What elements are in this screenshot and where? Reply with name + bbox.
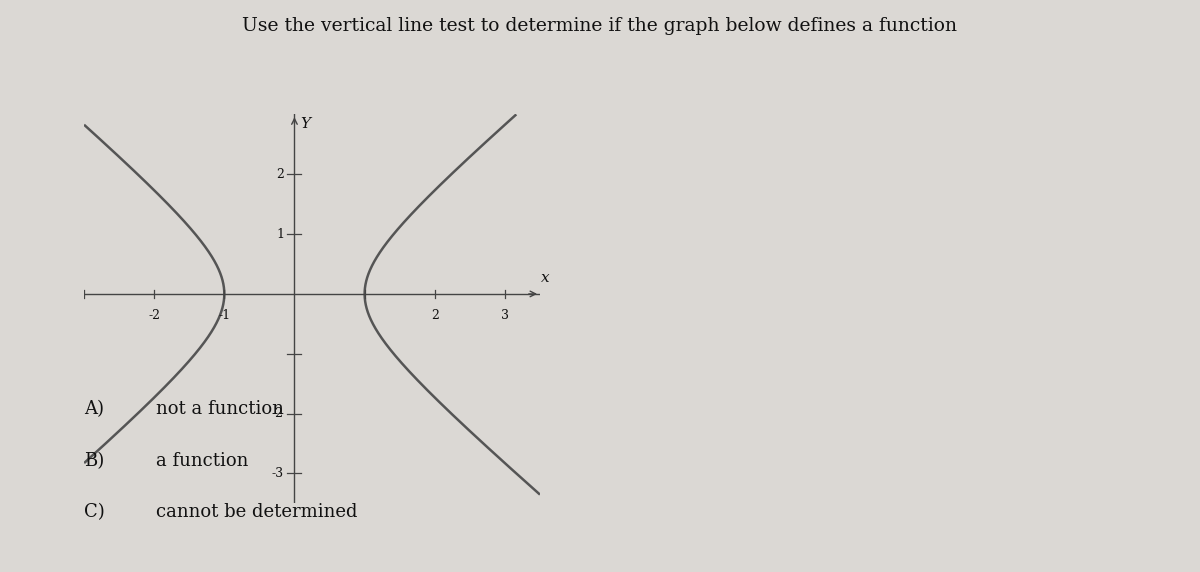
- Text: not a function: not a function: [156, 400, 284, 418]
- Text: A): A): [84, 400, 104, 418]
- Text: -2: -2: [272, 407, 284, 420]
- Text: C): C): [84, 503, 104, 521]
- Text: 1: 1: [276, 228, 284, 241]
- Text: B): B): [84, 452, 104, 470]
- Text: Use the vertical line test to determine if the graph below defines a function: Use the vertical line test to determine …: [242, 17, 958, 35]
- Text: 2: 2: [431, 309, 439, 322]
- Text: -1: -1: [218, 309, 230, 322]
- Text: x: x: [541, 271, 550, 285]
- Text: a function: a function: [156, 452, 248, 470]
- Text: -2: -2: [148, 309, 160, 322]
- Text: cannot be determined: cannot be determined: [156, 503, 358, 521]
- Text: 3: 3: [500, 309, 509, 322]
- Text: 2: 2: [276, 168, 284, 181]
- Text: -3: -3: [272, 467, 284, 480]
- Text: Y: Y: [300, 117, 310, 132]
